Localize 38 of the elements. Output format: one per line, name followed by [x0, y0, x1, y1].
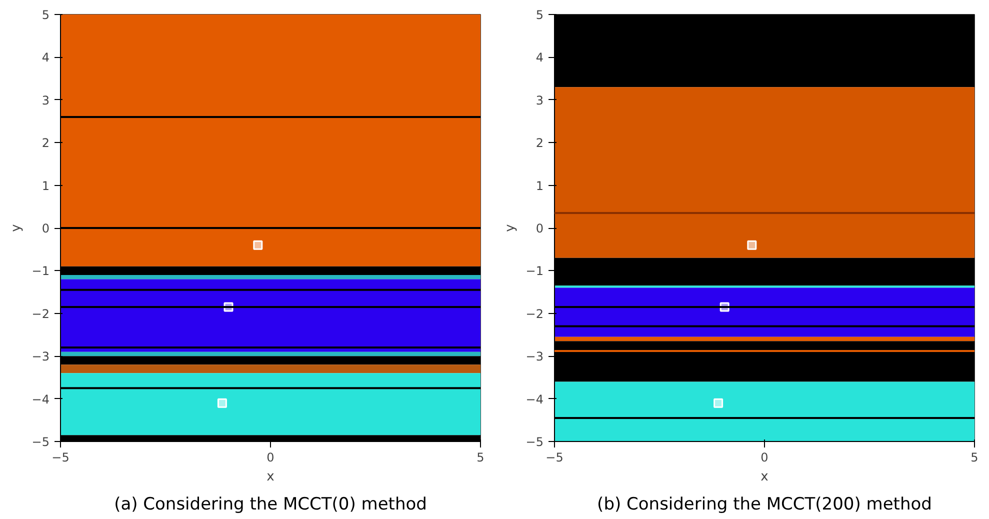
- point: [714, 398, 724, 408]
- y-tick-label: −5: [526, 435, 544, 449]
- y-axis-title: y: [502, 224, 518, 232]
- y-tick-label: 4: [536, 50, 544, 65]
- y-tick-label: −3: [526, 350, 544, 364]
- text: (a) Considering the MCCT(0) method: [114, 494, 427, 514]
- x-tick-label: 5: [476, 450, 484, 464]
- y-tick-label: −3: [32, 350, 50, 364]
- y-tick-label: −2: [32, 306, 50, 321]
- y-tick-label: 2: [536, 136, 544, 150]
- y-tick-label: 1: [536, 178, 544, 193]
- x-tick-label: 5: [970, 450, 978, 464]
- y-tick-label: −4: [32, 392, 50, 406]
- x-axis-title: x: [760, 470, 769, 484]
- text: (b) Considering the MCCT(200) method: [597, 494, 932, 514]
- y-tick-label: −1: [526, 264, 544, 278]
- x-tick-label: −5: [546, 450, 564, 464]
- y-tick-label: 3: [536, 93, 544, 108]
- point: [747, 240, 757, 250]
- point: [253, 240, 263, 250]
- y-tick-label: −5: [32, 435, 50, 449]
- y-tick-label: 4: [42, 50, 50, 65]
- x-tick-label: 0: [760, 450, 768, 464]
- y-tick-label: −1: [32, 264, 50, 278]
- y-tick-label: 0: [42, 222, 50, 236]
- y-tick-label: −4: [526, 392, 544, 406]
- y-tick-label: 0: [536, 222, 544, 236]
- x-tick-label: −5: [52, 450, 70, 464]
- y-axis-title: y: [8, 224, 24, 232]
- x-tick-label: 0: [266, 450, 274, 464]
- x-axis-title: x: [266, 470, 275, 484]
- y-tick-label: 1: [42, 178, 50, 193]
- point: [217, 398, 227, 408]
- y-tick-label: 5: [42, 8, 50, 22]
- y-tick-label: 2: [42, 136, 50, 150]
- y-tick-label: −2: [526, 306, 544, 321]
- y-tick-label: 5: [536, 8, 544, 22]
- y-tick-label: 3: [42, 93, 50, 108]
